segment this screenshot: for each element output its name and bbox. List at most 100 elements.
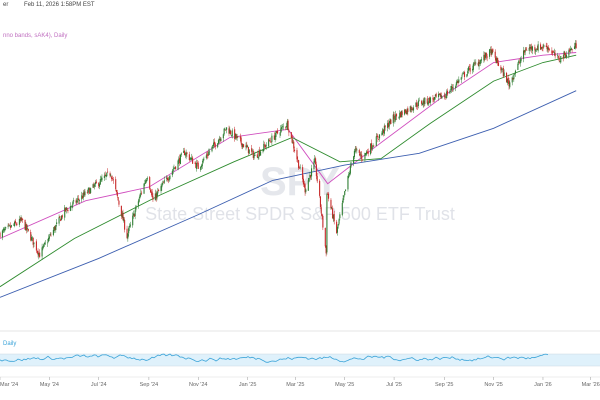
candle-up	[222, 134, 224, 139]
candle-up	[428, 97, 430, 103]
candle-down	[197, 163, 199, 169]
candle-up	[421, 103, 423, 105]
candle-up	[285, 126, 288, 128]
candle-down	[243, 144, 245, 148]
candle-down	[26, 224, 28, 230]
candle-up	[400, 110, 402, 118]
candle-down	[410, 106, 412, 110]
candle-up	[64, 207, 66, 218]
candle-down	[551, 50, 553, 54]
candle-up	[466, 74, 468, 77]
candle-up	[394, 119, 396, 120]
candle-down	[270, 142, 272, 143]
candle-down	[61, 215, 63, 218]
candle-down	[536, 48, 538, 50]
candle-down	[86, 192, 88, 194]
candle-up	[415, 102, 417, 107]
candle-up	[573, 46, 576, 50]
candle-up	[84, 191, 86, 196]
candle-up	[231, 130, 233, 137]
candle-up	[501, 69, 504, 70]
candle-up	[254, 154, 256, 156]
candle-up	[344, 189, 347, 191]
candle-down	[50, 234, 52, 236]
candle-up	[103, 175, 105, 178]
candle-down	[554, 53, 556, 57]
candle-up	[279, 133, 281, 135]
candle-up	[217, 140, 220, 144]
candle-up	[389, 119, 391, 124]
candle-up	[450, 89, 452, 90]
candle-down	[186, 152, 188, 154]
candle-up	[218, 138, 220, 141]
candle-up	[251, 150, 254, 152]
candle-up	[76, 200, 78, 203]
candle-up	[90, 188, 92, 193]
candle-up	[132, 215, 134, 226]
candle-up	[48, 236, 50, 239]
candle-up	[166, 177, 168, 180]
candle-up	[263, 143, 265, 151]
candle-up	[128, 226, 131, 228]
candle-up	[540, 46, 542, 50]
candle-up	[543, 44, 545, 48]
candle-down	[81, 196, 84, 199]
candle-up	[268, 139, 270, 147]
candle-up	[271, 135, 273, 142]
candle-up	[9, 225, 11, 226]
candle-up	[169, 175, 171, 179]
candle-down	[32, 237, 34, 245]
candle-up	[347, 176, 349, 190]
candle-down	[256, 154, 258, 158]
candle-up	[154, 193, 156, 201]
candle-down	[302, 167, 304, 180]
candle-up	[434, 94, 436, 97]
candle-down	[22, 218, 24, 220]
candle-up	[472, 68, 474, 71]
candle-up	[128, 228, 130, 234]
candle-up	[172, 169, 174, 171]
candle-up	[229, 130, 231, 134]
candle-down	[183, 150, 186, 156]
candle-up	[87, 188, 89, 193]
candle-up	[134, 210, 136, 216]
candle-down	[8, 224, 10, 226]
candle-up	[281, 127, 283, 129]
candle-down	[118, 200, 120, 205]
candle-down	[319, 180, 321, 196]
candle-down	[446, 90, 449, 95]
x-tick-label: May '25	[335, 382, 354, 388]
candle-down	[303, 183, 305, 185]
candle-up	[274, 135, 276, 140]
candle-down	[35, 241, 37, 251]
candle-down	[506, 72, 508, 83]
candle-up	[31, 237, 33, 241]
candle-down	[432, 98, 434, 100]
candle-down	[246, 144, 248, 148]
candle-down	[285, 126, 287, 128]
candle-up	[110, 175, 112, 177]
candle-up	[25, 224, 27, 231]
candle-up	[70, 206, 72, 207]
candle-up	[18, 218, 20, 225]
candle-down	[290, 132, 292, 137]
candle-up	[399, 112, 401, 118]
candle-up	[503, 72, 505, 77]
candle-up	[518, 61, 520, 64]
rsi-panel	[0, 353, 600, 367]
candle-up	[7, 225, 9, 227]
candle-down	[416, 105, 419, 107]
candle-down	[219, 138, 221, 141]
candle-down	[477, 62, 479, 66]
candle-down	[196, 162, 198, 164]
candle-up	[483, 54, 485, 61]
candle-up	[531, 46, 534, 51]
candle-up	[519, 60, 521, 64]
candle-down	[252, 151, 254, 159]
candle-up	[2, 229, 4, 231]
candle-down	[507, 77, 509, 82]
candle-up	[383, 125, 385, 134]
candle-up	[234, 133, 237, 139]
candle-up	[517, 63, 519, 70]
